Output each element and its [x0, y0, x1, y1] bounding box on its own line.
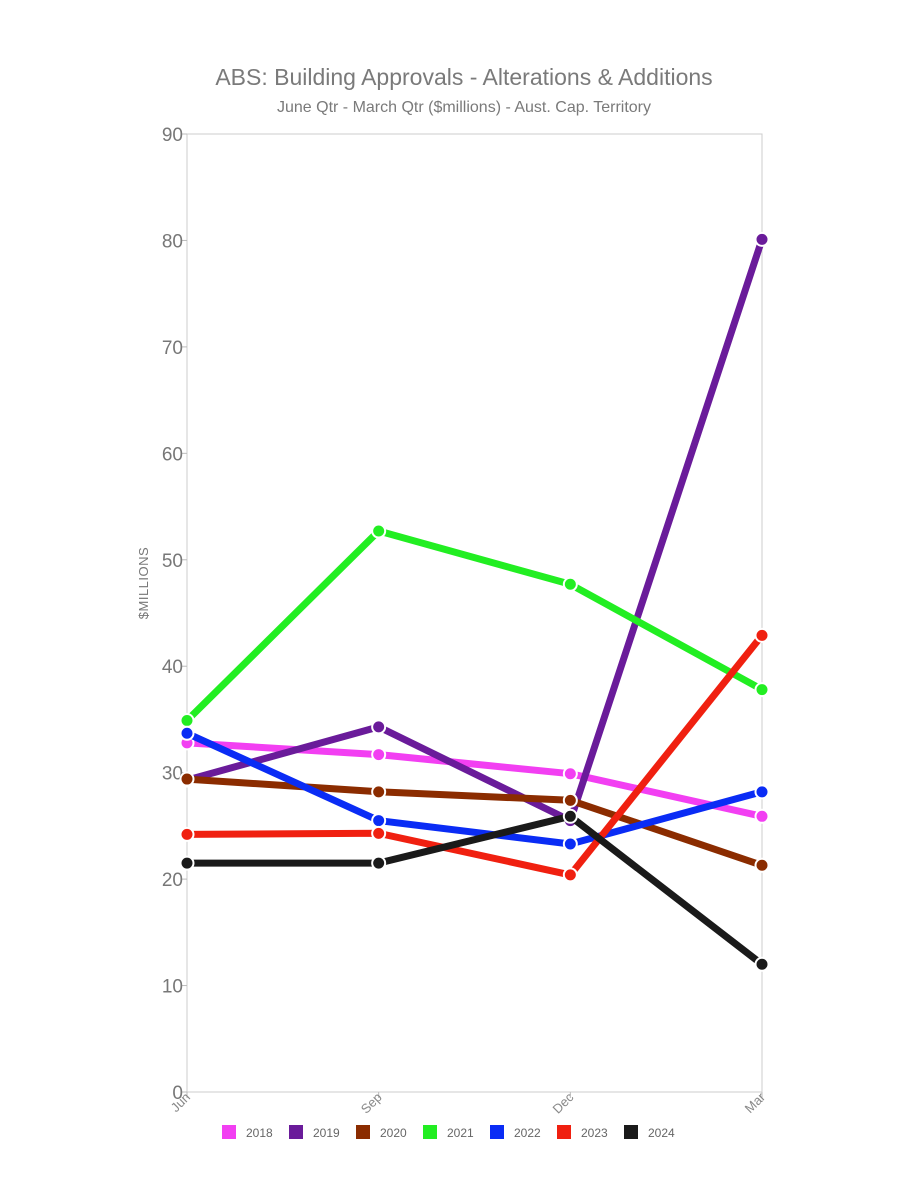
legend-swatch [423, 1125, 437, 1139]
data-point-2023-Sep[interactable] [371, 825, 387, 841]
x-tick-label: Dec [549, 1089, 576, 1116]
y-tick-label: 50 [162, 551, 183, 572]
chart-subtitle: June Qtr - March Qtr ($millions) - Aust.… [277, 99, 651, 116]
y-tick-label: 80 [162, 231, 183, 252]
legend-item-2019[interactable]: 2019 [289, 1125, 340, 1140]
series-2020 [179, 771, 770, 873]
y-tick-label: 60 [162, 444, 183, 465]
legend-swatch [490, 1125, 504, 1139]
data-point-2022-Sep[interactable] [371, 813, 387, 829]
data-point-2021-Mar[interactable] [754, 682, 770, 698]
legend-label: 2023 [581, 1126, 608, 1140]
legend-item-2024[interactable]: 2024 [624, 1125, 675, 1140]
data-point-2020-Mar[interactable] [754, 857, 770, 873]
series-line-2020 [183, 775, 766, 869]
legend-label: 2020 [380, 1126, 407, 1140]
data-point-2020-Jun[interactable] [179, 771, 195, 787]
legend-item-2021[interactable]: 2021 [423, 1125, 474, 1140]
data-point-2019-Sep[interactable] [371, 719, 387, 735]
series-2021 [179, 523, 770, 729]
legend-swatch [222, 1125, 236, 1139]
legend-item-2018[interactable]: 2018 [222, 1125, 273, 1140]
data-point-2021-Sep[interactable] [371, 523, 387, 539]
data-point-2020-Dec[interactable] [562, 792, 578, 808]
series-lines [179, 231, 770, 972]
legend-item-2020[interactable]: 2020 [356, 1125, 407, 1140]
legend-swatch [356, 1125, 370, 1139]
legend-label: 2021 [447, 1126, 474, 1140]
data-point-2022-Jun[interactable] [179, 725, 195, 741]
data-point-2021-Jun[interactable] [179, 713, 195, 729]
series-line-2024 [183, 812, 766, 968]
series-line-2019 [183, 235, 766, 825]
chart-title: ABS: Building Approvals - Alterations & … [215, 64, 712, 90]
y-tick-label: 0 [172, 1083, 183, 1104]
plot-area-frame [186, 133, 763, 1093]
data-point-2022-Dec[interactable] [562, 836, 578, 852]
legend-item-2022[interactable]: 2022 [490, 1125, 541, 1140]
data-point-2018-Dec[interactable] [562, 766, 578, 782]
legend-label: 2022 [514, 1126, 541, 1140]
data-point-2018-Mar[interactable] [754, 808, 770, 824]
y-tick-label: 30 [162, 764, 183, 785]
series-2023 [179, 627, 770, 883]
legend-label: 2024 [648, 1126, 675, 1140]
legend-swatch [289, 1125, 303, 1139]
data-point-2020-Sep[interactable] [371, 784, 387, 800]
legend-item-2023[interactable]: 2023 [557, 1125, 608, 1140]
legend: 2018 2019 2020 2021 2022 2023 2024 [222, 1125, 675, 1140]
data-point-2022-Mar[interactable] [754, 784, 770, 800]
legend-swatch [557, 1125, 571, 1139]
series-2022 [179, 725, 770, 852]
data-point-2021-Dec[interactable] [562, 576, 578, 592]
series-line-2021 [183, 527, 766, 724]
y-tick-label: 40 [162, 657, 183, 678]
legend-label: 2018 [246, 1126, 273, 1140]
y-tick-label: 70 [162, 338, 183, 359]
data-point-2023-Jun[interactable] [179, 826, 195, 842]
legend-label: 2019 [313, 1126, 340, 1140]
y-axis-label: $MILLIONS [136, 547, 151, 619]
legend-swatch [624, 1125, 638, 1139]
data-point-2024-Sep[interactable] [371, 855, 387, 871]
data-point-2023-Dec[interactable] [562, 867, 578, 883]
data-point-2019-Mar[interactable] [754, 231, 770, 247]
series-line-2018 [183, 739, 766, 820]
x-tick-label: Mar [742, 1089, 769, 1116]
x-tick-label: Sep [358, 1090, 385, 1117]
y-tick-label: 90 [162, 125, 183, 146]
data-point-2023-Mar[interactable] [754, 627, 770, 643]
series-line-2023 [183, 631, 766, 879]
data-point-2024-Dec[interactable] [562, 808, 578, 824]
series-2018 [179, 735, 770, 824]
y-tick-label: 20 [162, 870, 183, 891]
data-point-2024-Mar[interactable] [754, 956, 770, 972]
series-2024 [179, 808, 770, 972]
y-tick-label: 10 [162, 977, 183, 998]
series-line-2022 [183, 729, 766, 848]
data-point-2024-Jun[interactable] [179, 855, 195, 871]
data-point-2018-Sep[interactable] [371, 747, 387, 763]
